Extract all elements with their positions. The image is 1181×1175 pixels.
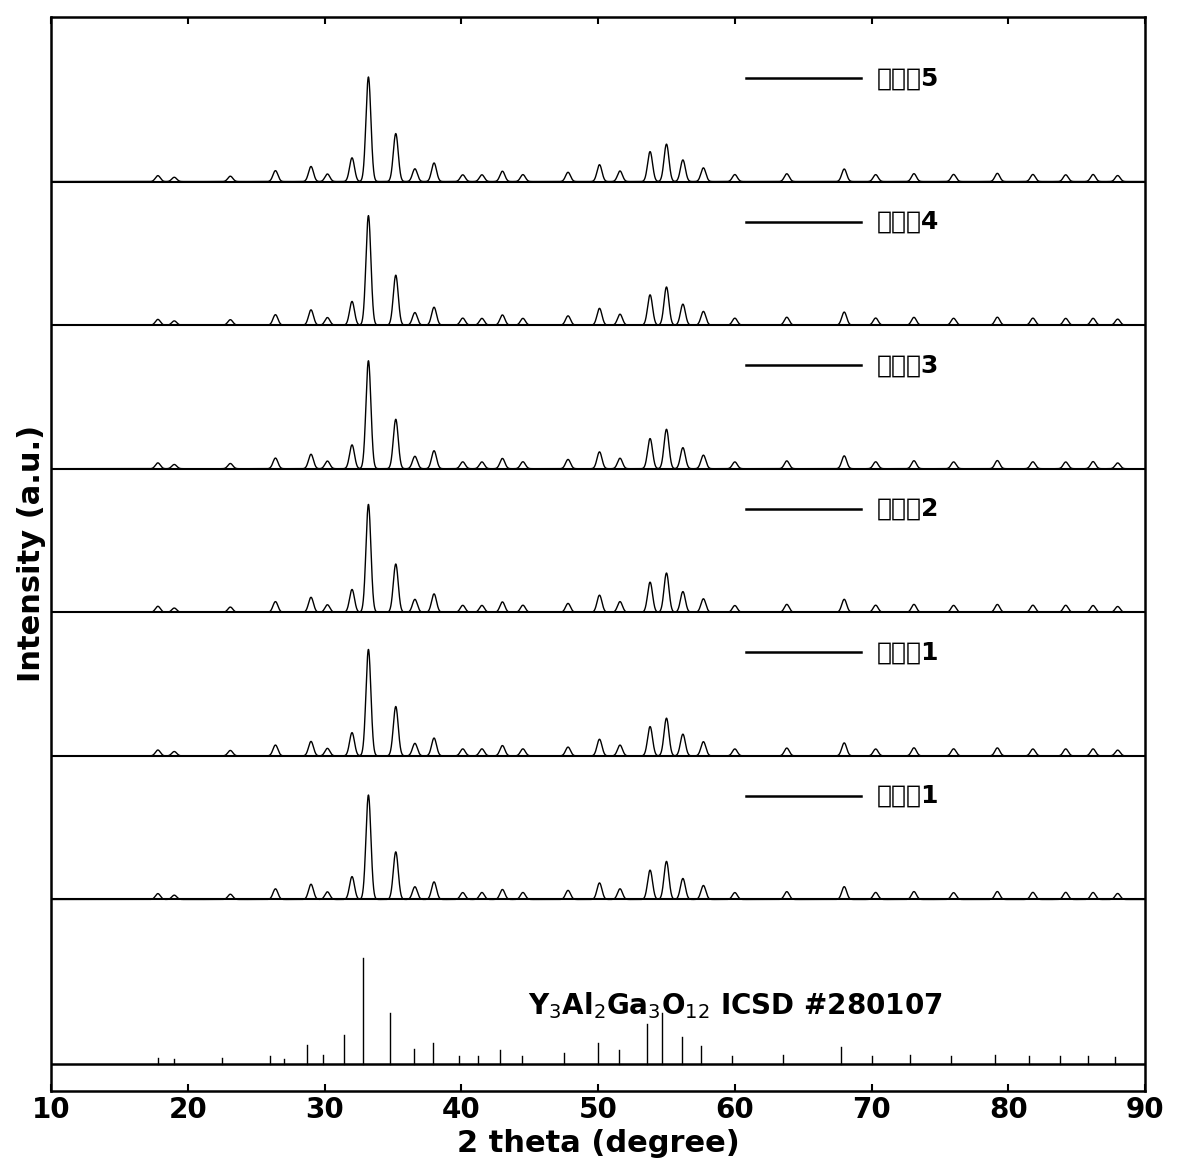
Text: Y$_3$Al$_2$Ga$_3$O$_{12}$ ICSD #280107: Y$_3$Al$_2$Ga$_3$O$_{12}$ ICSD #280107 — [528, 991, 942, 1021]
Text: 实施例5: 实施例5 — [877, 66, 939, 90]
X-axis label: 2 theta (degree): 2 theta (degree) — [457, 1129, 739, 1159]
Y-axis label: Intensity (a.u.): Intensity (a.u.) — [17, 425, 46, 683]
Text: 实施例2: 实施例2 — [877, 497, 939, 521]
Text: 实施例4: 实施例4 — [877, 209, 939, 234]
Text: 比较例1: 比较例1 — [877, 784, 940, 808]
Text: 实施例3: 实施例3 — [877, 354, 939, 377]
Text: 实施例1: 实施例1 — [877, 640, 940, 665]
